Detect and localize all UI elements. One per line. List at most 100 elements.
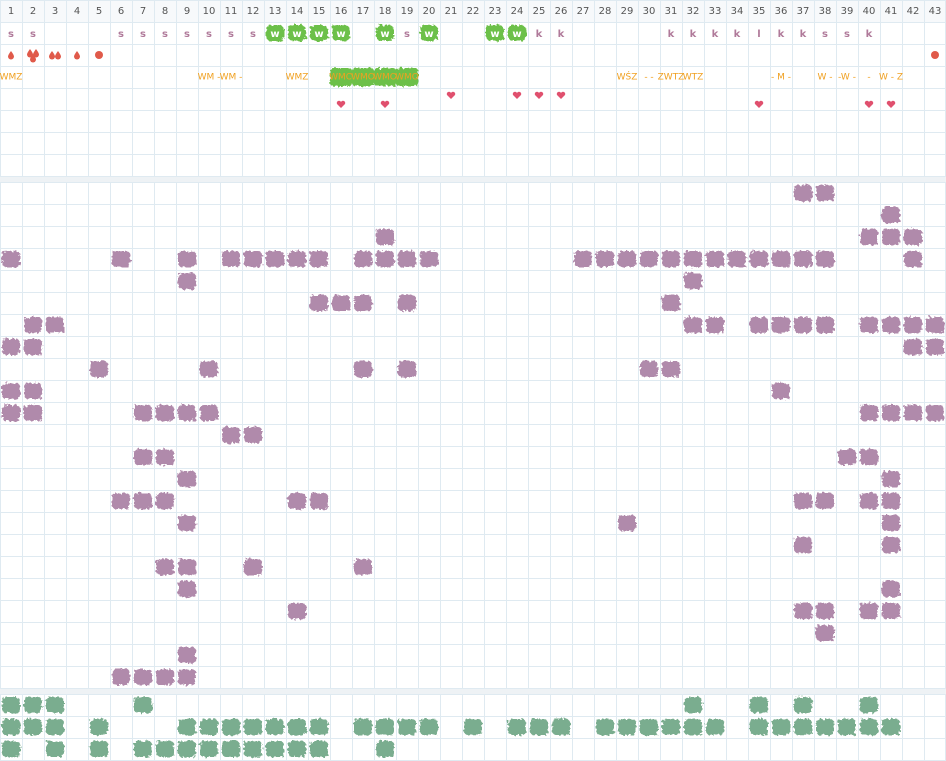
column-number: 33	[709, 6, 722, 17]
purple-block	[178, 471, 196, 487]
day-label: w	[292, 29, 301, 40]
green-block	[772, 719, 790, 735]
purple-block	[310, 251, 328, 267]
purple-block	[24, 405, 42, 421]
column-number: 17	[357, 6, 370, 17]
green-block	[794, 697, 812, 713]
purple-block	[2, 339, 20, 355]
green-block	[46, 719, 64, 735]
code-badge	[330, 68, 352, 86]
purple-block	[772, 251, 790, 267]
column-number: 41	[885, 6, 898, 17]
column-number: 20	[423, 6, 436, 17]
purple-block	[288, 251, 306, 267]
purple-block	[398, 361, 416, 377]
green-block	[706, 719, 724, 735]
purple-block	[178, 559, 196, 575]
green-block	[2, 697, 20, 713]
header-band	[0, 0, 946, 22]
green-block	[640, 719, 658, 735]
column-number: 4	[74, 6, 80, 17]
purple-block	[882, 493, 900, 509]
green-block	[662, 719, 680, 735]
day-label: k	[558, 29, 565, 40]
purple-block	[684, 273, 702, 289]
green-block	[46, 697, 64, 713]
purple-block	[618, 515, 636, 531]
green-block	[750, 697, 768, 713]
purple-block	[420, 251, 438, 267]
column-number: 22	[467, 6, 480, 17]
purple-block	[354, 559, 372, 575]
schedule-code: W - Z	[879, 73, 903, 83]
green-block	[618, 719, 636, 735]
purple-block	[332, 295, 350, 311]
day-label: s	[162, 29, 168, 40]
purple-block	[244, 559, 262, 575]
green-block	[354, 719, 372, 735]
purple-block	[882, 207, 900, 223]
purple-block	[904, 251, 922, 267]
purple-block	[288, 493, 306, 509]
column-number: 14	[291, 6, 304, 17]
day-label: k	[536, 29, 543, 40]
column-number: 9	[184, 6, 190, 17]
label-badge	[332, 25, 350, 41]
purple-block	[816, 603, 834, 619]
purple-block	[398, 251, 416, 267]
purple-block	[24, 317, 42, 333]
day-label: w	[490, 29, 499, 40]
schedule-code: WŚZ	[617, 71, 638, 83]
purple-block	[178, 669, 196, 685]
green-block	[376, 741, 394, 757]
green-block	[508, 719, 526, 735]
purple-block	[750, 317, 768, 333]
purple-block	[926, 339, 944, 355]
purple-block	[882, 515, 900, 531]
purple-block	[376, 251, 394, 267]
purple-block	[816, 185, 834, 201]
purple-block	[706, 317, 724, 333]
heart-icon	[556, 91, 566, 99]
purple-block	[200, 361, 218, 377]
green-block	[244, 719, 262, 735]
column-number: 3	[52, 6, 58, 17]
purple-block	[882, 471, 900, 487]
purple-block	[860, 229, 878, 245]
purple-block	[684, 317, 702, 333]
purple-block	[882, 405, 900, 421]
green-block	[266, 719, 284, 735]
column-number: 2	[30, 6, 36, 17]
column-number: 32	[687, 6, 700, 17]
column-number: 18	[379, 6, 392, 17]
schedule-code: WMZ	[286, 73, 309, 83]
schedule-code: WTZ	[683, 73, 704, 83]
purple-block	[178, 405, 196, 421]
green-block	[200, 719, 218, 735]
purple-block	[662, 251, 680, 267]
green-block	[310, 741, 328, 757]
purple-block	[816, 251, 834, 267]
green-block	[46, 741, 64, 757]
purple-block	[816, 493, 834, 509]
heart-icon	[534, 91, 544, 99]
column-number: 11	[225, 6, 238, 17]
schedule-code: WMO	[373, 73, 397, 83]
green-block	[2, 741, 20, 757]
purple-block	[640, 251, 658, 267]
column-number: 8	[162, 6, 168, 17]
green-block	[684, 697, 702, 713]
separator	[0, 176, 946, 182]
code-badge	[396, 68, 418, 86]
purple-block	[200, 405, 218, 421]
purple-block	[398, 295, 416, 311]
column-number: 23	[489, 6, 502, 17]
purple-block	[178, 581, 196, 597]
green-block	[552, 719, 570, 735]
day-label: k	[690, 29, 697, 40]
purple-block	[178, 273, 196, 289]
purple-block	[794, 537, 812, 553]
column-number: 12	[247, 6, 260, 17]
purple-block	[662, 295, 680, 311]
